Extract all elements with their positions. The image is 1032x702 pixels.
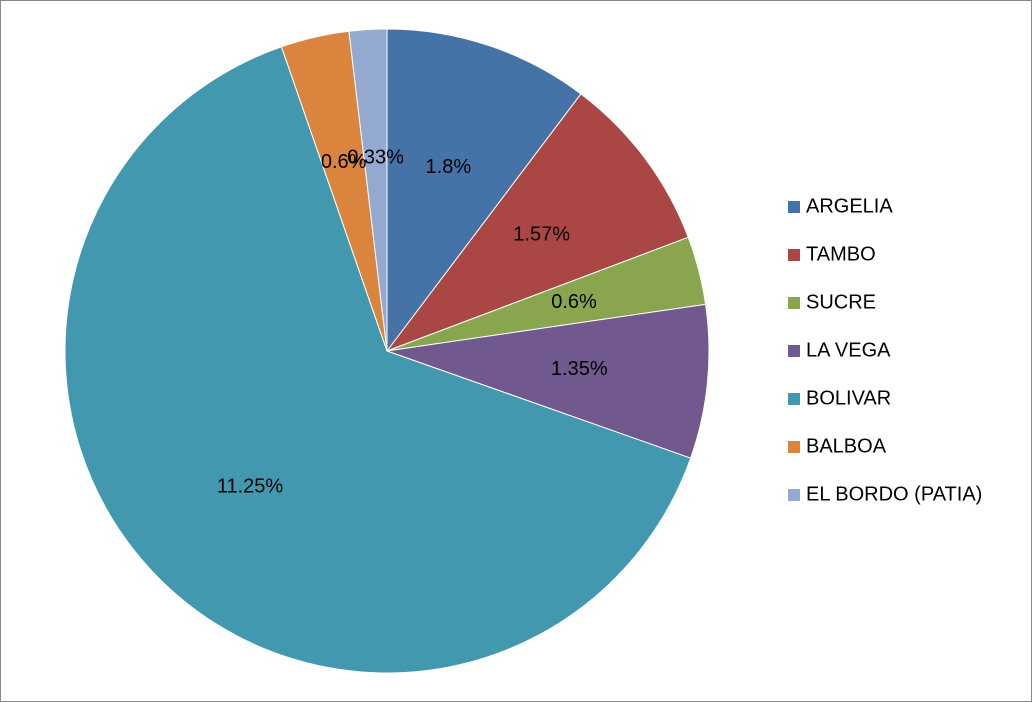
legend-swatch (788, 441, 800, 453)
pie-slice (386, 303, 710, 459)
legend-label: EL BORDO (PATIA) (806, 483, 982, 505)
data-label: 0.6% (321, 151, 367, 173)
pie-slice (348, 28, 388, 352)
pie-slice (385, 93, 689, 353)
legend-label: BOLIVAR (806, 387, 891, 409)
legend-label: ARGELIA (806, 195, 893, 217)
legend-label: LA VEGA (806, 339, 891, 361)
data-label: 0.33% (347, 146, 404, 168)
data-label: 1.8% (426, 156, 472, 178)
legend-label: TAMBO (806, 243, 876, 265)
data-label: 1.57% (513, 223, 570, 245)
legend-swatch (788, 489, 800, 501)
pie-slice (64, 46, 692, 674)
pie-slice (386, 28, 582, 353)
legend-swatch (788, 201, 800, 213)
legend-label: SUCRE (806, 291, 876, 313)
legend-swatch (788, 297, 800, 309)
legend-swatch (788, 393, 800, 405)
data-label: 1.35% (551, 358, 608, 380)
data-label: 11.25% (217, 476, 284, 498)
legend-swatch (788, 249, 800, 261)
legend-swatch (788, 345, 800, 357)
legend-label: BALBOA (806, 435, 887, 457)
data-label: 0.6% (551, 291, 597, 313)
